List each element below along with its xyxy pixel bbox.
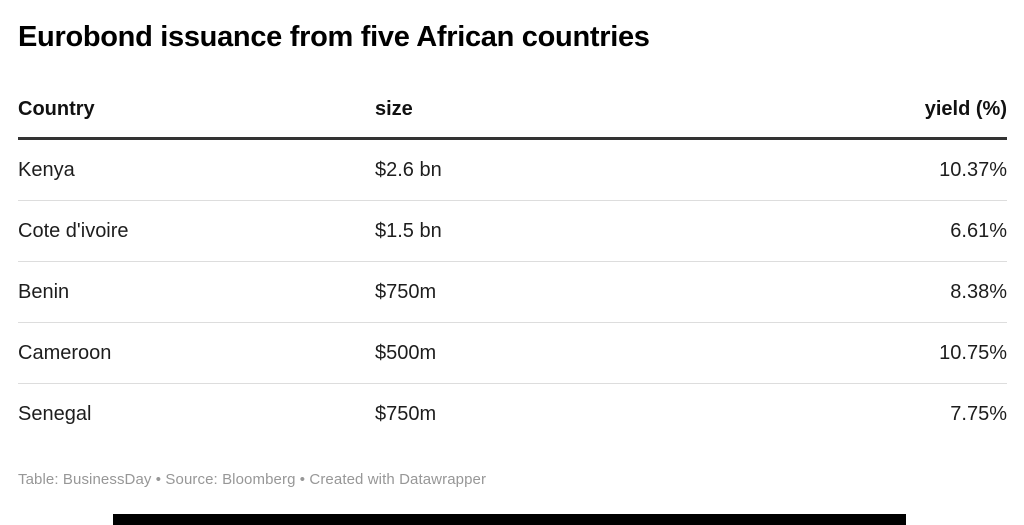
table-header: Country size yield (%) bbox=[18, 58, 1007, 140]
attribution-footer: Table: BusinessDay • Source: Bloomberg •… bbox=[18, 471, 487, 488]
eurobond-table: Country size yield (%) Kenya $2.6 bn 10.… bbox=[18, 58, 1007, 444]
yield-cell: 8.38% bbox=[755, 261, 1007, 323]
content-container: Eurobond issuance from five African coun… bbox=[0, 20, 1024, 488]
country-cell: Cote d'ivoire bbox=[18, 200, 375, 262]
bottom-bar bbox=[113, 514, 906, 525]
table-row: Senegal $750m 7.75% bbox=[18, 384, 1007, 445]
size-cell: $2.6 bn bbox=[375, 138, 755, 201]
country-cell: Kenya bbox=[18, 138, 375, 201]
table-row: Cameroon $500m 10.75% bbox=[18, 322, 1007, 384]
column-header-country: Country bbox=[18, 58, 375, 140]
size-cell: $500m bbox=[375, 322, 755, 384]
size-cell: $1.5 bn bbox=[375, 200, 755, 262]
table-body: Kenya $2.6 bn 10.37% Cote d'ivoire $1.5 … bbox=[18, 138, 1007, 445]
yield-cell: 10.37% bbox=[755, 138, 1007, 201]
yield-cell: 7.75% bbox=[950, 402, 1007, 425]
yield-cell: 6.61% bbox=[755, 200, 1007, 262]
page-title: Eurobond issuance from five African coun… bbox=[18, 21, 650, 53]
size-cell: $750m bbox=[375, 402, 437, 425]
size-cell: $750m bbox=[375, 261, 755, 323]
table-row: Benin $750m 8.38% bbox=[18, 261, 1007, 323]
column-header-yield: yield (%) bbox=[755, 58, 1007, 140]
column-header-size: size bbox=[375, 58, 755, 140]
table-row: Kenya $2.6 bn 10.37% bbox=[18, 138, 1007, 201]
table-row: Cote d'ivoire $1.5 bn 6.61% bbox=[18, 200, 1007, 262]
yield-cell: 10.75% bbox=[755, 322, 1007, 384]
header-row: Country size yield (%) bbox=[18, 58, 1007, 140]
country-cell: Benin bbox=[18, 261, 375, 323]
country-cell: Cameroon bbox=[18, 322, 375, 384]
country-cell: Senegal bbox=[18, 402, 92, 425]
